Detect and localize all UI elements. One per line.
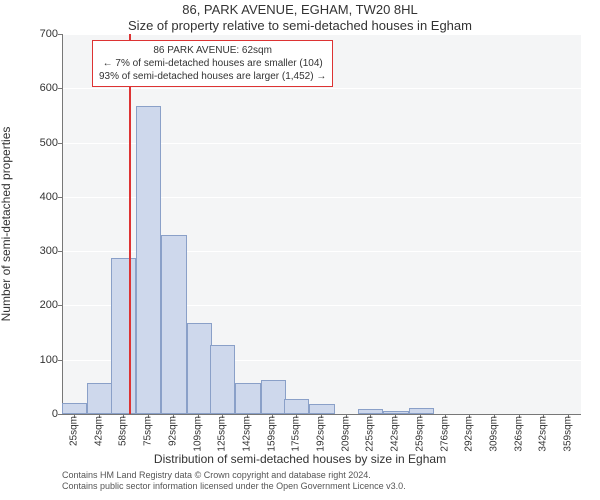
histogram-bar	[309, 404, 334, 414]
x-tick-label: 309sqm	[489, 416, 500, 452]
chart-title-description: Size of property relative to semi-detach…	[0, 18, 600, 33]
chart-footer: Contains HM Land Registry data © Crown c…	[62, 470, 406, 492]
chart-title-address: 86, PARK AVENUE, EGHAM, TW20 8HL	[0, 2, 600, 17]
x-axis-label: Distribution of semi-detached houses by …	[0, 452, 600, 466]
x-tick-label: 359sqm	[563, 416, 574, 452]
y-tick-mark	[58, 143, 62, 144]
y-tick-mark	[58, 34, 62, 35]
footer-line: Contains HM Land Registry data © Crown c…	[62, 470, 406, 481]
chart-container: 86, PARK AVENUE, EGHAM, TW20 8HL Size of…	[0, 0, 600, 500]
y-tick-label: 400	[18, 191, 58, 203]
x-tick-label: 292sqm	[464, 416, 475, 452]
x-tick-label: 42sqm	[94, 416, 105, 446]
histogram-bar	[235, 383, 260, 414]
x-tick-label: 242sqm	[390, 416, 401, 452]
y-tick-mark	[58, 251, 62, 252]
histogram-bar	[284, 399, 309, 414]
plot-area	[62, 34, 581, 415]
x-tick-label: 142sqm	[242, 416, 253, 452]
grid-line	[63, 88, 581, 89]
y-tick-label: 200	[18, 299, 58, 311]
footer-line: Contains public sector information licen…	[62, 481, 406, 492]
x-tick-label: 259sqm	[415, 416, 426, 452]
y-tick-label: 600	[18, 82, 58, 94]
y-tick-label: 100	[18, 354, 58, 366]
histogram-bar	[358, 409, 383, 414]
x-tick-label: 209sqm	[341, 416, 352, 452]
histogram-bar	[111, 258, 136, 414]
x-tick-label: 192sqm	[316, 416, 327, 452]
x-tick-label: 175sqm	[290, 416, 301, 452]
x-tick-label: 109sqm	[193, 416, 204, 452]
y-tick-label: 0	[18, 408, 58, 420]
x-tick-label: 125sqm	[216, 416, 227, 452]
annotation-line: 93% of semi-detached houses are larger (…	[99, 70, 326, 83]
x-tick-label: 326sqm	[514, 416, 525, 452]
histogram-bar	[187, 323, 212, 414]
x-tick-label: 25sqm	[68, 416, 79, 446]
x-tick-label: 342sqm	[538, 416, 549, 452]
x-tick-label: 159sqm	[267, 416, 278, 452]
x-tick-label: 75sqm	[142, 416, 153, 446]
histogram-bar	[136, 106, 161, 414]
grid-line	[63, 34, 581, 35]
annotation-box: 86 PARK AVENUE: 62sqm ← 7% of semi-detac…	[92, 40, 333, 87]
y-tick-mark	[58, 360, 62, 361]
x-tick-label: 276sqm	[440, 416, 451, 452]
y-tick-mark	[58, 88, 62, 89]
histogram-bar	[87, 383, 112, 414]
histogram-bar	[210, 345, 235, 414]
histogram-bar	[62, 403, 87, 414]
y-tick-mark	[58, 305, 62, 306]
reference-line	[129, 34, 131, 414]
y-tick-label: 500	[18, 137, 58, 149]
y-tick-mark	[58, 414, 62, 415]
y-tick-label: 700	[18, 28, 58, 40]
x-tick-label: 92sqm	[168, 416, 179, 446]
y-tick-label: 300	[18, 245, 58, 257]
annotation-line: 86 PARK AVENUE: 62sqm	[99, 44, 326, 57]
y-tick-mark	[58, 197, 62, 198]
histogram-bar	[409, 408, 434, 415]
x-tick-label: 58sqm	[117, 416, 128, 446]
x-tick-label: 225sqm	[364, 416, 375, 452]
annotation-line: ← 7% of semi-detached houses are smaller…	[99, 57, 326, 70]
histogram-bar	[161, 235, 186, 414]
y-axis-label: Number of semi-detached properties	[0, 127, 13, 322]
histogram-bar	[261, 380, 286, 414]
